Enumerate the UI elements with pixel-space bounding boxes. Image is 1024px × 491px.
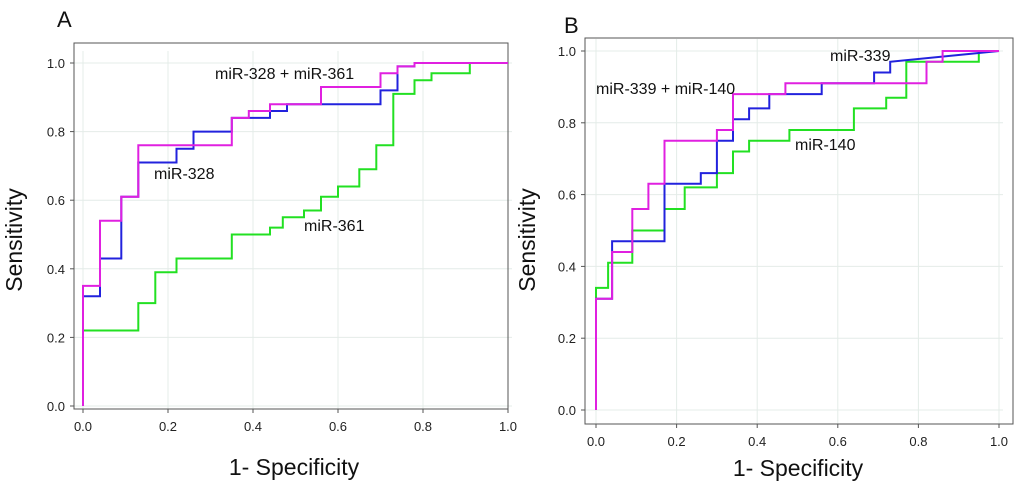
series-mir-140 <box>595 50 999 410</box>
panel-a-y-tick-label: 0.2 <box>47 330 65 345</box>
annotation-mir-328-plus-mir-361: miR-328 + miR-361 <box>215 66 354 83</box>
panel-b-x-axis-label: 1- Specificity <box>733 455 864 481</box>
series-mir-328-mir-361 <box>82 62 508 406</box>
panel-a-x-tick-label: 0.0 <box>74 419 92 434</box>
series-mir-339-mir-140 <box>595 50 999 410</box>
panel-a-x-tick-label: 0.4 <box>244 419 262 434</box>
panel-a-x-tick-label: 0.2 <box>159 419 177 434</box>
panel-b-x-tick-label: 0.2 <box>668 434 686 449</box>
panel-b-x-tick-label: 0.4 <box>748 434 766 449</box>
annotation-mir-361: miR-361 <box>304 218 365 235</box>
panel-b-x-tick-label: 0.0 <box>587 434 605 449</box>
panel-b-y-ticks: 0.0 0.2 0.4 0.6 0.8 1.0 <box>558 44 585 418</box>
panel-b-x-tick-label: 0.8 <box>909 434 927 449</box>
panel-b-x-ticks: 0.0 0.2 0.4 0.6 0.8 1.0 <box>587 424 1008 449</box>
annotation-mir-339: miR-339 <box>830 48 891 65</box>
panel-a-plot-frame <box>73 42 509 410</box>
panel-b-chart: B 0.0 0.2 0.4 0.6 0.8 1.0 0.00.20.40.60.81.0 … <box>514 13 1014 481</box>
panel-a-y-tick-label: 0.8 <box>47 125 65 140</box>
panel-b-label: B <box>564 13 579 38</box>
panel-a-y-tick-label: 1.0 <box>47 56 65 71</box>
panel-a-y-tick-label: 0.4 <box>47 262 65 277</box>
panel-a-y-tick-label: 0.6 <box>47 193 65 208</box>
annotation-mir-339-plus-mir-140: miR-339 + miR-140 <box>596 81 735 98</box>
panel-b-x-tick-label: 0.6 <box>829 434 847 449</box>
panel-a-x-tick-label: 0.6 <box>329 419 347 434</box>
panel-b-y-tick-label: 0.8 <box>558 116 576 131</box>
panel-b-plot-frame <box>584 37 1014 425</box>
panel-a-x-tick-label: 1.0 <box>499 419 517 434</box>
panel-b-y-tick-label: 0.4 <box>558 259 576 274</box>
panel-a-x-ticks: 0.0 0.2 0.4 0.6 0.8 1.0 <box>74 409 517 434</box>
panel-a-y-tick-label: 0.0 <box>47 399 65 414</box>
panel-b-y-tick-label: 0.0 <box>558 403 576 418</box>
series-mir-328 <box>82 62 508 406</box>
panel-b-series <box>595 50 1000 410</box>
panel-a-x-axis-label: 1- Specificity <box>229 454 360 480</box>
panel-a-label: A <box>57 7 72 32</box>
panel-b-y-tick-label: 0.2 <box>558 331 576 346</box>
panel-a-chart: A 0.0 0.2 0.4 0.6 0.8 1.0 0.00.20.40.60.81.0 … <box>1 7 517 480</box>
panel-a-y-ticks: 0.0 0.2 0.4 0.6 0.8 1.0 <box>47 56 74 414</box>
panel-b-y-tick-label: 0.6 <box>558 188 576 203</box>
annotation-mir-328: miR-328 <box>154 166 215 183</box>
panel-b-y-axis-label: Sensitivity <box>514 188 540 292</box>
panel-b-x-tick-label: 1.0 <box>990 434 1008 449</box>
panel-a-series <box>82 62 508 406</box>
panel-b-gridlines <box>585 39 1003 424</box>
panel-b-y-tick-label: 1.0 <box>558 44 576 59</box>
panel-a-x-tick-label: 0.8 <box>414 419 432 434</box>
series-mir-361 <box>82 62 508 406</box>
panel-a-y-axis-label: Sensitivity <box>1 188 27 292</box>
annotation-mir-140: miR-140 <box>795 137 856 154</box>
